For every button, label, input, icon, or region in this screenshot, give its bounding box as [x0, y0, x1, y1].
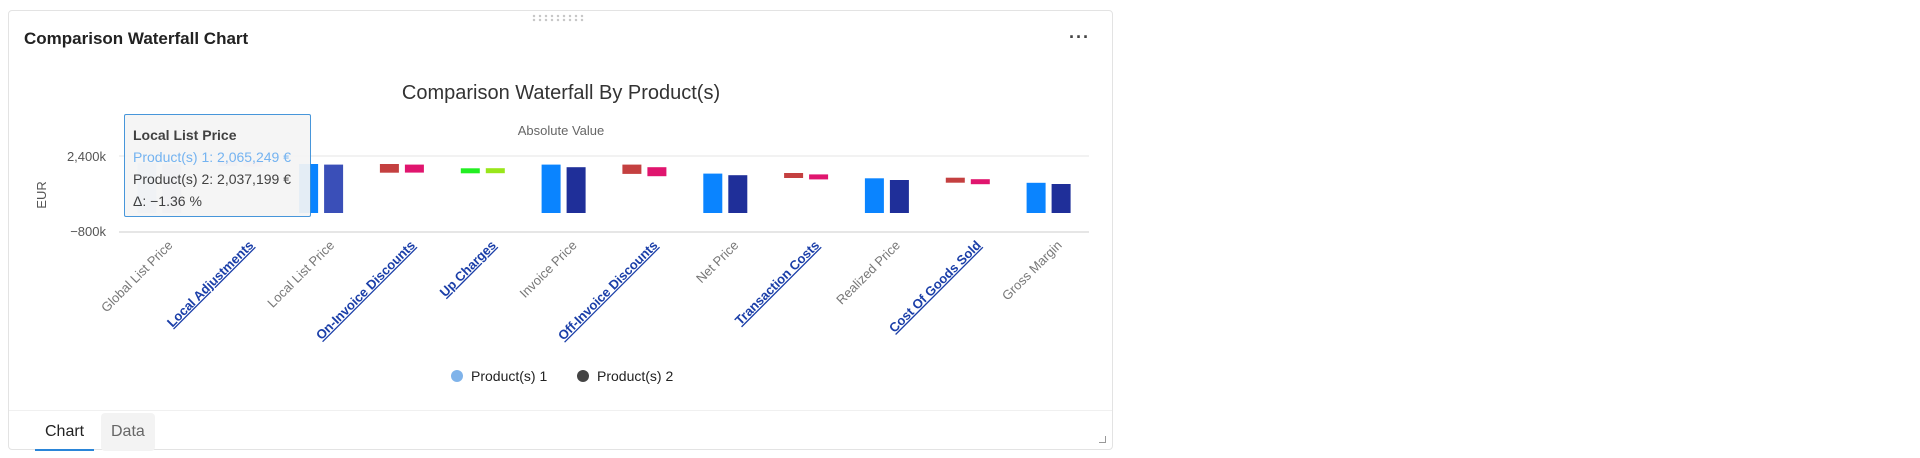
bar-product-2-transaction-costs[interactable] [809, 174, 829, 180]
bar-product-2-net-price[interactable] [728, 175, 748, 213]
y-tick-bottom: −800k [70, 224, 106, 239]
legend-item-product-2[interactable]: Product(s) 2 [577, 368, 673, 384]
waterfall-chart: Comparison Waterfall By Product(s) Absol… [34, 82, 1089, 384]
x-label-up-charges[interactable]: Up Charges [437, 238, 499, 300]
x-label-invoice-price: Invoice Price [516, 238, 579, 301]
bar-product-1-gross-margin[interactable] [1026, 182, 1046, 213]
tooltip-title: Local List Price [133, 127, 237, 143]
tooltip-delta: Δ: −1.36 % [133, 193, 202, 209]
drag-handle[interactable] [531, 14, 585, 22]
chart-title: Comparison Waterfall By Product(s) [402, 82, 720, 104]
bar-product-1-transaction-costs[interactable] [784, 173, 804, 178]
bar-product-2-on-invoice-discounts[interactable] [404, 164, 424, 173]
chart-subtitle: Absolute Value [518, 123, 605, 138]
tab-chart[interactable]: Chart [35, 413, 95, 451]
x-label-realized-price: Realized Price [833, 238, 903, 308]
bar-product-2-local-list-price[interactable] [324, 164, 344, 213]
bar-product-1-off-invoice-discounts[interactable] [622, 164, 642, 174]
tooltip-product-1: Product(s) 1: 2,065,249 € [133, 149, 291, 165]
chart-tooltip: Local List Price Product(s) 1: 2,065,249… [124, 114, 311, 217]
tooltip-product-2: Product(s) 2: 2,037,199 € [133, 171, 291, 187]
x-label-cost-of-goods-sold[interactable]: Cost Of Goods Sold [886, 237, 984, 335]
x-label-net-price: Net Price [693, 238, 741, 286]
x-label-local-adjustments[interactable]: Local Adjustments [164, 238, 257, 331]
tab-data[interactable]: Data [101, 413, 155, 451]
bar-product-1-realized-price[interactable] [864, 178, 884, 213]
legend-marker-product-1 [451, 370, 463, 382]
bar-product-2-cost-of-goods-sold[interactable] [970, 179, 990, 185]
resize-handle[interactable] [1099, 436, 1106, 443]
bar-product-2-gross-margin[interactable] [1051, 184, 1071, 213]
legend-marker-product-2 [577, 370, 589, 382]
chart-panel: Comparison Waterfall Chart ··· Compariso… [8, 10, 1113, 451]
x-label-transaction-costs[interactable]: Transaction Costs [732, 238, 822, 328]
y-tick-top: 2,400k [67, 149, 107, 164]
x-label-global-list-price: Global List Price [98, 238, 176, 316]
legend: Product(s) 1 Product(s) 2 [451, 368, 673, 384]
bar-product-2-up-charges[interactable] [485, 168, 505, 174]
tab-active-indicator [35, 449, 95, 451]
panel-title: Comparison Waterfall Chart [24, 29, 249, 48]
x-label-local-list-price: Local List Price [264, 238, 337, 311]
bar-product-1-net-price[interactable] [703, 173, 723, 213]
legend-label-product-2: Product(s) 2 [597, 368, 673, 384]
bar-product-1-cost-of-goods-sold[interactable] [945, 177, 965, 183]
legend-label-product-1: Product(s) 1 [471, 368, 547, 384]
more-options-button[interactable]: ··· [1069, 27, 1090, 47]
bar-product-1-on-invoice-discounts[interactable] [379, 164, 399, 173]
bar-product-1-invoice-price[interactable] [541, 164, 561, 213]
legend-item-product-1[interactable]: Product(s) 1 [451, 368, 547, 384]
bar-product-2-invoice-price[interactable] [566, 167, 586, 213]
bar-product-2-realized-price[interactable] [889, 180, 909, 213]
tab-data-label: Data [111, 423, 145, 440]
bar-product-2-off-invoice-discounts[interactable] [647, 167, 667, 177]
y-axis-label: EUR [34, 181, 49, 208]
bar-product-1-up-charges[interactable] [460, 168, 480, 174]
tab-chart-label: Chart [45, 423, 85, 440]
x-label-gross-margin: Gross Margin [999, 238, 1065, 304]
tabs-divider [9, 410, 1112, 411]
